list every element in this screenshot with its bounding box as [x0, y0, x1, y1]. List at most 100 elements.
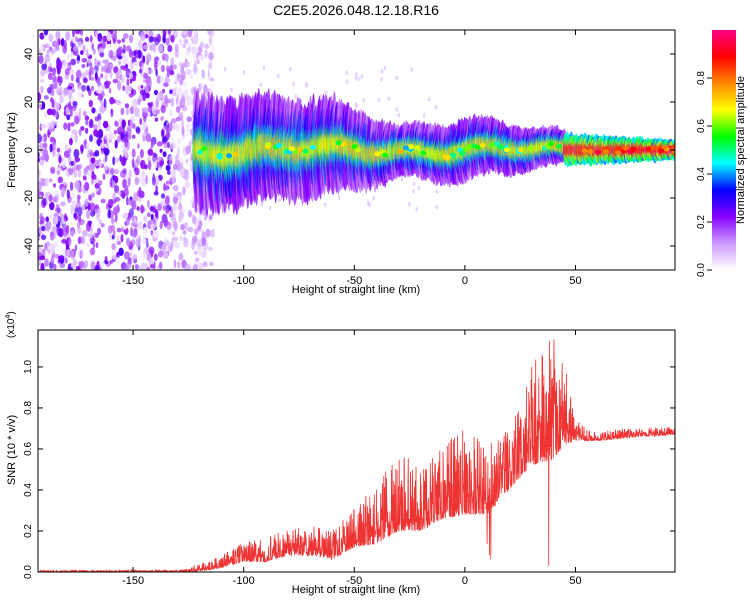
snr-axes: -150 -100 -50 0 50 0.0 0.2 0.4 0.6 0.8 1.0 [23, 330, 675, 587]
spectrogram-cell [93, 48, 96, 55]
spectrogram-cell [123, 251, 130, 260]
spectrogram-cell [355, 72, 358, 77]
spectrogram-cell [53, 263, 57, 270]
spectrogram-cell [100, 223, 105, 228]
spectrogram-peak [587, 149, 594, 154]
snr-scale-exponent: 4 [5, 315, 12, 319]
spectrogram-cell [170, 141, 176, 151]
spectrogram-cell [73, 45, 78, 52]
spectrogram-cell [88, 194, 92, 201]
spectrogram-cell [118, 68, 122, 76]
spectrogram-cell [120, 234, 124, 243]
spectrogram-cell [72, 100, 78, 107]
spectrogram-cell [147, 212, 151, 217]
spectrogram-cell [81, 57, 88, 63]
spectrogram-peak [374, 151, 381, 157]
spectrogram-cell [204, 49, 208, 59]
spectrogram-cell [109, 259, 114, 264]
spectrogram-cell [84, 198, 89, 208]
spectrogram-peak [407, 144, 414, 150]
spectrogram-cell [186, 122, 190, 133]
spectrogram-cell [68, 69, 75, 74]
spectrogram-cell [58, 255, 63, 260]
spectrogram-cell [48, 214, 53, 219]
spectrogram-cell [324, 90, 328, 95]
spectrogram-peak [630, 146, 637, 152]
spectrogram-cell [55, 207, 59, 213]
spectrogram-cell [52, 215, 59, 225]
spectrogram-cell [193, 228, 199, 235]
spectrogram-cell [160, 105, 166, 114]
spectrogram-cell [170, 267, 176, 270]
spectrogram-cell [209, 261, 214, 267]
spectrogram-cell [60, 213, 64, 219]
spectrogram-cell [210, 83, 215, 91]
spectrogram-cell [278, 197, 282, 203]
spectrogram-cell [182, 43, 186, 49]
spectrogram-cell [209, 214, 213, 221]
spectrogram-cell [56, 170, 61, 176]
spectrogram-cell [118, 60, 121, 65]
spectrogram-cell [106, 43, 112, 49]
spectrogram-cell [119, 154, 122, 162]
spectrogram-cell [131, 200, 137, 211]
spectrogram-cell [126, 140, 130, 151]
spectrogram-cell [155, 208, 158, 219]
spectrogram-cell [80, 50, 84, 56]
snr-panel: -150 -100 -50 0 50 0.0 0.2 0.4 0.6 0.8 1.0 Height … [5, 311, 676, 596]
spectrogram-cell [117, 39, 121, 44]
spectrogram-cell [100, 73, 104, 79]
spectrogram-cell [354, 75, 358, 81]
spectrogram-cell [159, 148, 163, 153]
spectrogram-cell [49, 243, 56, 254]
spectrogram-cell [103, 65, 107, 73]
spectrogram-peak [503, 147, 510, 153]
spectrogram-cell [156, 266, 160, 270]
spectrogram-cell [131, 222, 136, 227]
spectrogram-cell [70, 229, 75, 237]
spectrogram-peak [622, 145, 629, 151]
spectrogram-cell [52, 233, 56, 240]
spectrogram-cell [167, 132, 171, 138]
spectrogram-cell [146, 59, 149, 66]
spectrogram-cell [185, 145, 191, 155]
spectrogram-cell [132, 254, 138, 262]
spectrogram-cell [153, 253, 158, 262]
spectrogram-cell [53, 82, 58, 89]
spectrogram-cell [166, 225, 171, 230]
spectrogram-cell [150, 264, 155, 269]
spectrogram-cell [114, 139, 118, 149]
spectrogram-cell [178, 202, 183, 211]
spectrogram-cell [59, 262, 66, 269]
spectrogram-cell [42, 142, 48, 149]
spectrogram-cell [158, 44, 164, 53]
spectrogram-cell [147, 68, 153, 74]
spectrogram-cell [66, 114, 71, 121]
spectrogram-cell [47, 87, 52, 94]
spectrogram-cell [292, 81, 295, 87]
spectrogram-cell [114, 30, 117, 38]
spectrogram-cell [207, 70, 211, 78]
spectrogram-cell [40, 262, 45, 270]
spectrogram-peak [450, 152, 457, 158]
spectrogram-cell [206, 88, 212, 94]
spectrogram-cell [138, 186, 142, 193]
spectrogram-cell [140, 84, 144, 89]
spectrogram-cell [372, 195, 375, 201]
spectrogram-cell [360, 74, 364, 79]
spectrogram-cell [230, 87, 233, 93]
spectrogram-cell [408, 202, 411, 207]
spectrogram-cell [63, 39, 67, 50]
spectrogram-cell [109, 69, 113, 79]
spectrogram-cell [38, 92, 42, 102]
spectrogram-cell [181, 126, 185, 136]
spectrogram-cell [157, 165, 162, 175]
spectrogram-cell [96, 89, 103, 94]
spectrogram-cell [103, 98, 107, 109]
spectrogram-cell [184, 132, 188, 138]
spectrogram-cell [174, 49, 179, 58]
spectrogram-cell [131, 158, 135, 168]
spectrogram-cell [142, 121, 147, 130]
spectrogram-cell [197, 225, 202, 231]
spectrogram-cell [50, 166, 56, 174]
